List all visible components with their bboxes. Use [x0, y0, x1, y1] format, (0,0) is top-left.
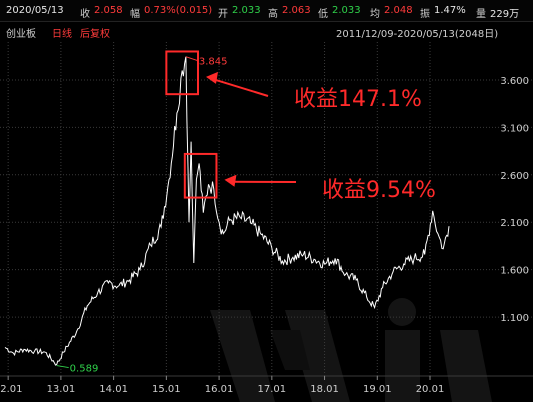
period-selector[interactable]: 日线 [52, 29, 72, 40]
x-tick-label: 20.01 [416, 384, 445, 395]
x-tick-label: 18.01 [310, 384, 339, 395]
callout-text: 收益9.54% [322, 178, 436, 203]
callout-box [165, 50, 199, 96]
watermark-logo [210, 298, 492, 402]
return-callout: 收益9.54% [183, 152, 436, 203]
callout-arrowhead [224, 174, 237, 187]
change-value: 0.73%(0.015) [144, 5, 213, 16]
low-value: 2.033 [332, 5, 361, 16]
callout-text: 收益147.1% [294, 87, 422, 112]
low-label: 低 [318, 9, 328, 20]
x-tick-label: 15.01 [152, 384, 181, 395]
date-range: 2011/12/09-2020/05/13(2048日) [336, 29, 499, 40]
x-tick-label: 13.01 [47, 384, 76, 395]
quote-date: 2020/05/13 [6, 5, 64, 16]
close-label: 收 [80, 9, 90, 20]
high-marker: 3.845 [185, 56, 228, 68]
open-value: 2.033 [232, 5, 261, 16]
x-tick-label: 12.01 [0, 384, 22, 395]
index-name: 创业板 [6, 29, 36, 40]
amplitude-value: 1.47% [434, 5, 466, 16]
extreme-markers: 3.845 0.589 [56, 56, 228, 375]
y-tick-label: 3.600 [500, 76, 529, 87]
marker-value: 0.589 [70, 364, 99, 375]
close-value: 2.058 [94, 5, 123, 16]
change-label: 幅 [130, 9, 140, 20]
price-line [4, 56, 450, 366]
callout-arrow [211, 77, 269, 97]
adjust-mode[interactable]: 后复权 [80, 29, 110, 40]
chart-subheader: 创业板 日线 后复权 2011/12/09-2020/05/13(2048日) [0, 22, 533, 40]
y-tick-label: 1.600 [500, 266, 529, 277]
y-tick-label: 3.100 [500, 123, 529, 134]
chart-grid [0, 42, 533, 376]
return-callout: 收益147.1% [165, 50, 422, 112]
high-value: 2.063 [282, 5, 311, 16]
marker-value: 3.845 [199, 57, 228, 68]
x-tick-label: 14.01 [99, 384, 128, 395]
callout-box [183, 152, 218, 199]
x-axis-ticks: 12.01 13.01 14.01 15.01 16.01 17.01 18.01 19.01… [0, 376, 444, 395]
volume-value: 229万 [490, 9, 520, 20]
y-tick-label: 2.600 [500, 171, 529, 182]
y-tick-label: 2.100 [500, 218, 529, 229]
callout-arrowhead [205, 71, 218, 84]
avg-value: 2.048 [384, 5, 413, 16]
avg-label: 均 [370, 9, 380, 20]
quote-bar: 2020/05/13 收 2.058 幅 0.73%(0.015) 开 2.03… [0, 0, 533, 22]
y-tick-label: 1.100 [500, 313, 529, 324]
open-label: 开 [218, 9, 228, 20]
x-tick-label: 17.01 [258, 384, 287, 395]
x-tick-label: 19.01 [363, 384, 392, 395]
amplitude-label: 振 [420, 9, 430, 20]
high-label: 高 [268, 9, 278, 20]
x-tick-label: 16.01 [205, 384, 234, 395]
volume-label: 量 [476, 9, 486, 20]
y-axis: 1.100 1.600 2.100 2.600 3.100 3.600 [500, 76, 529, 324]
low-marker: 0.589 [56, 364, 99, 375]
return-callouts: 收益147.1% 收益9.54% [165, 50, 436, 203]
